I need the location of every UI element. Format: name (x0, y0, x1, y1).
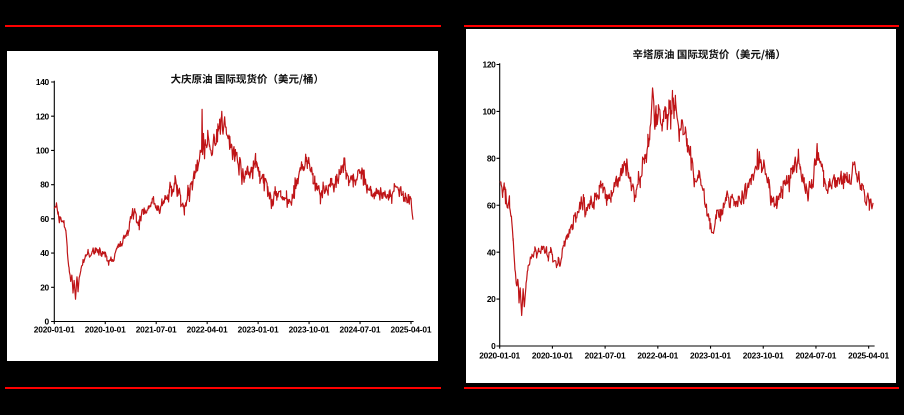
svg-text:20: 20 (40, 282, 49, 292)
svg-text:0: 0 (491, 341, 496, 351)
svg-text:40: 40 (487, 247, 496, 257)
svg-text:2022-04-01: 2022-04-01 (187, 324, 228, 334)
svg-text:140: 140 (36, 77, 50, 87)
svg-text:120: 120 (36, 111, 50, 121)
svg-text:2021-07-01: 2021-07-01 (585, 351, 626, 361)
svg-text:2024-07-01: 2024-07-01 (795, 351, 836, 361)
svg-text:2024-07-01: 2024-07-01 (340, 324, 381, 334)
svg-text:2023-01-01: 2023-01-01 (238, 324, 279, 334)
svg-text:120: 120 (483, 60, 497, 70)
svg-text:2022-04-01: 2022-04-01 (637, 351, 678, 361)
svg-text:2020-10-01: 2020-10-01 (532, 351, 573, 361)
svg-text:2020-01-01: 2020-01-01 (479, 351, 520, 361)
svg-text:2020-10-01: 2020-10-01 (85, 324, 126, 334)
svg-text:100: 100 (483, 107, 497, 117)
svg-text:80: 80 (40, 180, 49, 190)
svg-text:2025-04-01: 2025-04-01 (848, 351, 889, 361)
svg-text:80: 80 (487, 153, 496, 163)
svg-text:20: 20 (487, 294, 496, 304)
svg-text:2023-01-01: 2023-01-01 (690, 351, 731, 361)
svg-text:2025-04-01: 2025-04-01 (391, 324, 432, 334)
svg-text:60: 60 (487, 200, 496, 210)
svg-text:60: 60 (40, 214, 49, 224)
svg-text:40: 40 (40, 248, 49, 258)
svg-text:2020-01-01: 2020-01-01 (34, 324, 75, 334)
svg-text:2021-07-01: 2021-07-01 (136, 324, 177, 334)
svg-text:2023-10-01: 2023-10-01 (289, 324, 330, 334)
svg-text:2023-10-01: 2023-10-01 (743, 351, 784, 361)
svg-text:100: 100 (36, 146, 50, 156)
svg-text:0: 0 (45, 317, 50, 327)
